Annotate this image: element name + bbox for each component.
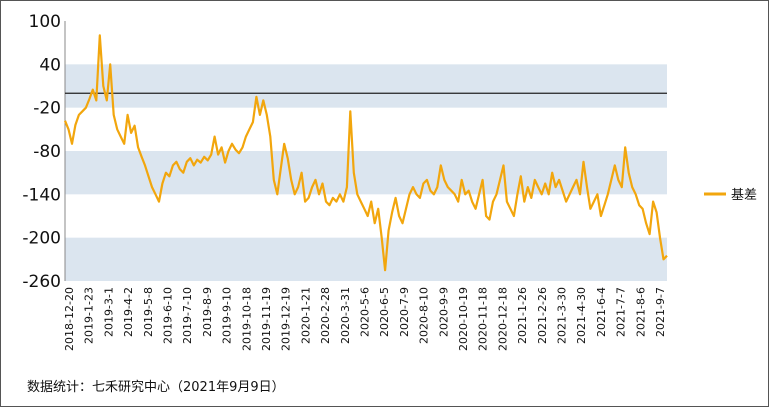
band--200-to--260 [65, 237, 667, 281]
x-tick-label: 2021-4-30 [575, 287, 588, 344]
x-tick-label: 2019-4-2 [122, 287, 135, 337]
band-40-to--20 [65, 64, 667, 108]
x-tick-label: 2019-7-10 [181, 287, 194, 344]
x-tick-label: 2020-3-31 [339, 287, 352, 344]
y-tick-label: -200 [22, 229, 61, 249]
y-tick-label: -260 [22, 272, 61, 292]
x-tick-label: 2019-5-8 [142, 287, 155, 337]
y-tick-label: -80 [33, 142, 61, 162]
source-note: 数据统计：七禾研究中心（2021年9月9日） [27, 380, 285, 395]
y-tick-label: 100 [29, 12, 61, 32]
x-tick-labels: 2018-12-20 2019-1-23 2019-3-1 2019-4-2 2019-… [63, 287, 667, 351]
x-tick-label: 2021-1-26 [516, 287, 529, 344]
x-tick-label: 2020-1-21 [299, 287, 312, 344]
x-tick-label: 2019-1-23 [83, 287, 96, 344]
x-tick-label: 2021-6-4 [595, 287, 608, 337]
x-tick-label: 2020-8-10 [418, 287, 431, 344]
x-tick-label: 2021-7-7 [615, 287, 628, 337]
band--80-to--140 [65, 151, 667, 195]
series-line-jicha [63, 34, 668, 272]
x-tick-label: 2019-10-18 [240, 287, 253, 351]
x-tick-label: 2019-11-19 [260, 287, 273, 351]
x-tick-label: 2019-9-10 [221, 287, 234, 344]
x-tick-label: 2020-10-19 [457, 287, 470, 351]
x-tick-label: 2020-12-18 [496, 287, 509, 351]
y-tick-label: -20 [33, 99, 61, 119]
x-tick-label: 2020-7-9 [398, 287, 411, 337]
x-tick-label: 2021-8-6 [634, 287, 647, 337]
legend-label: 基差 [731, 188, 757, 203]
x-tick-label: 2019-6-10 [162, 287, 175, 344]
x-tick-label: 2018-12-20 [63, 287, 76, 351]
x-tick-label: 2019-8-9 [201, 287, 214, 337]
x-tick-label: 2020-6-5 [378, 287, 391, 337]
x-tick-label: 2019-3-1 [102, 287, 115, 337]
y-tick-labels: 100 40 -20 -80 -140 -200 -260 [22, 12, 61, 292]
x-tick-label: 2020-2-28 [319, 287, 332, 344]
y-tick-label: -140 [22, 185, 61, 205]
x-tick-label: 2020-9-9 [437, 287, 450, 337]
x-tick-label: 2020-5-6 [359, 287, 372, 337]
x-tick-label: 2020-11-18 [477, 287, 490, 351]
background-bands [65, 64, 667, 281]
x-tick-label: 2021-9-7 [654, 287, 667, 337]
x-tick-label: 2021-3-30 [556, 287, 569, 344]
x-tick-label: 2021-2-26 [536, 287, 549, 344]
x-tick-label: 2019-12-19 [280, 287, 293, 351]
legend: 基差 [704, 188, 757, 203]
y-tick-label: 40 [39, 55, 61, 75]
